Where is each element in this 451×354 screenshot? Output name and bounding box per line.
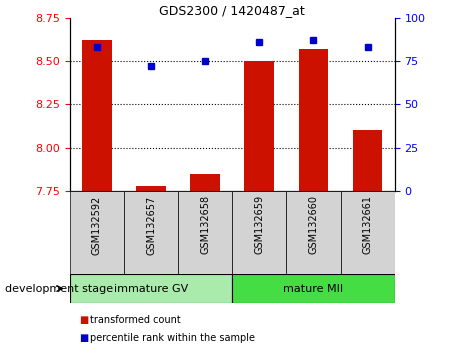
Bar bbox=[232, 274, 395, 303]
Text: immature GV: immature GV bbox=[114, 284, 188, 293]
Text: GSM132658: GSM132658 bbox=[200, 195, 210, 255]
Bar bbox=[178, 191, 232, 274]
Bar bbox=[70, 191, 124, 274]
Bar bbox=[286, 191, 341, 274]
Text: GSM132657: GSM132657 bbox=[146, 195, 156, 255]
Bar bbox=[341, 191, 395, 274]
Bar bbox=[244, 61, 274, 191]
Text: ■: ■ bbox=[79, 333, 88, 343]
Text: GSM132592: GSM132592 bbox=[92, 195, 102, 255]
Text: GSM132660: GSM132660 bbox=[308, 195, 318, 254]
Bar bbox=[124, 191, 178, 274]
Text: GSM132661: GSM132661 bbox=[363, 195, 373, 254]
Bar bbox=[190, 174, 220, 191]
Bar bbox=[70, 274, 232, 303]
Bar bbox=[82, 40, 112, 191]
Text: development stage: development stage bbox=[5, 284, 113, 293]
Text: mature MII: mature MII bbox=[283, 284, 344, 293]
Bar bbox=[232, 191, 286, 274]
Text: transformed count: transformed count bbox=[90, 315, 181, 325]
Text: GSM132659: GSM132659 bbox=[254, 195, 264, 255]
Bar bbox=[136, 186, 166, 191]
Title: GDS2300 / 1420487_at: GDS2300 / 1420487_at bbox=[159, 4, 305, 17]
Text: percentile rank within the sample: percentile rank within the sample bbox=[90, 333, 255, 343]
Bar bbox=[299, 49, 328, 191]
Bar bbox=[353, 131, 382, 191]
Text: ■: ■ bbox=[79, 315, 88, 325]
